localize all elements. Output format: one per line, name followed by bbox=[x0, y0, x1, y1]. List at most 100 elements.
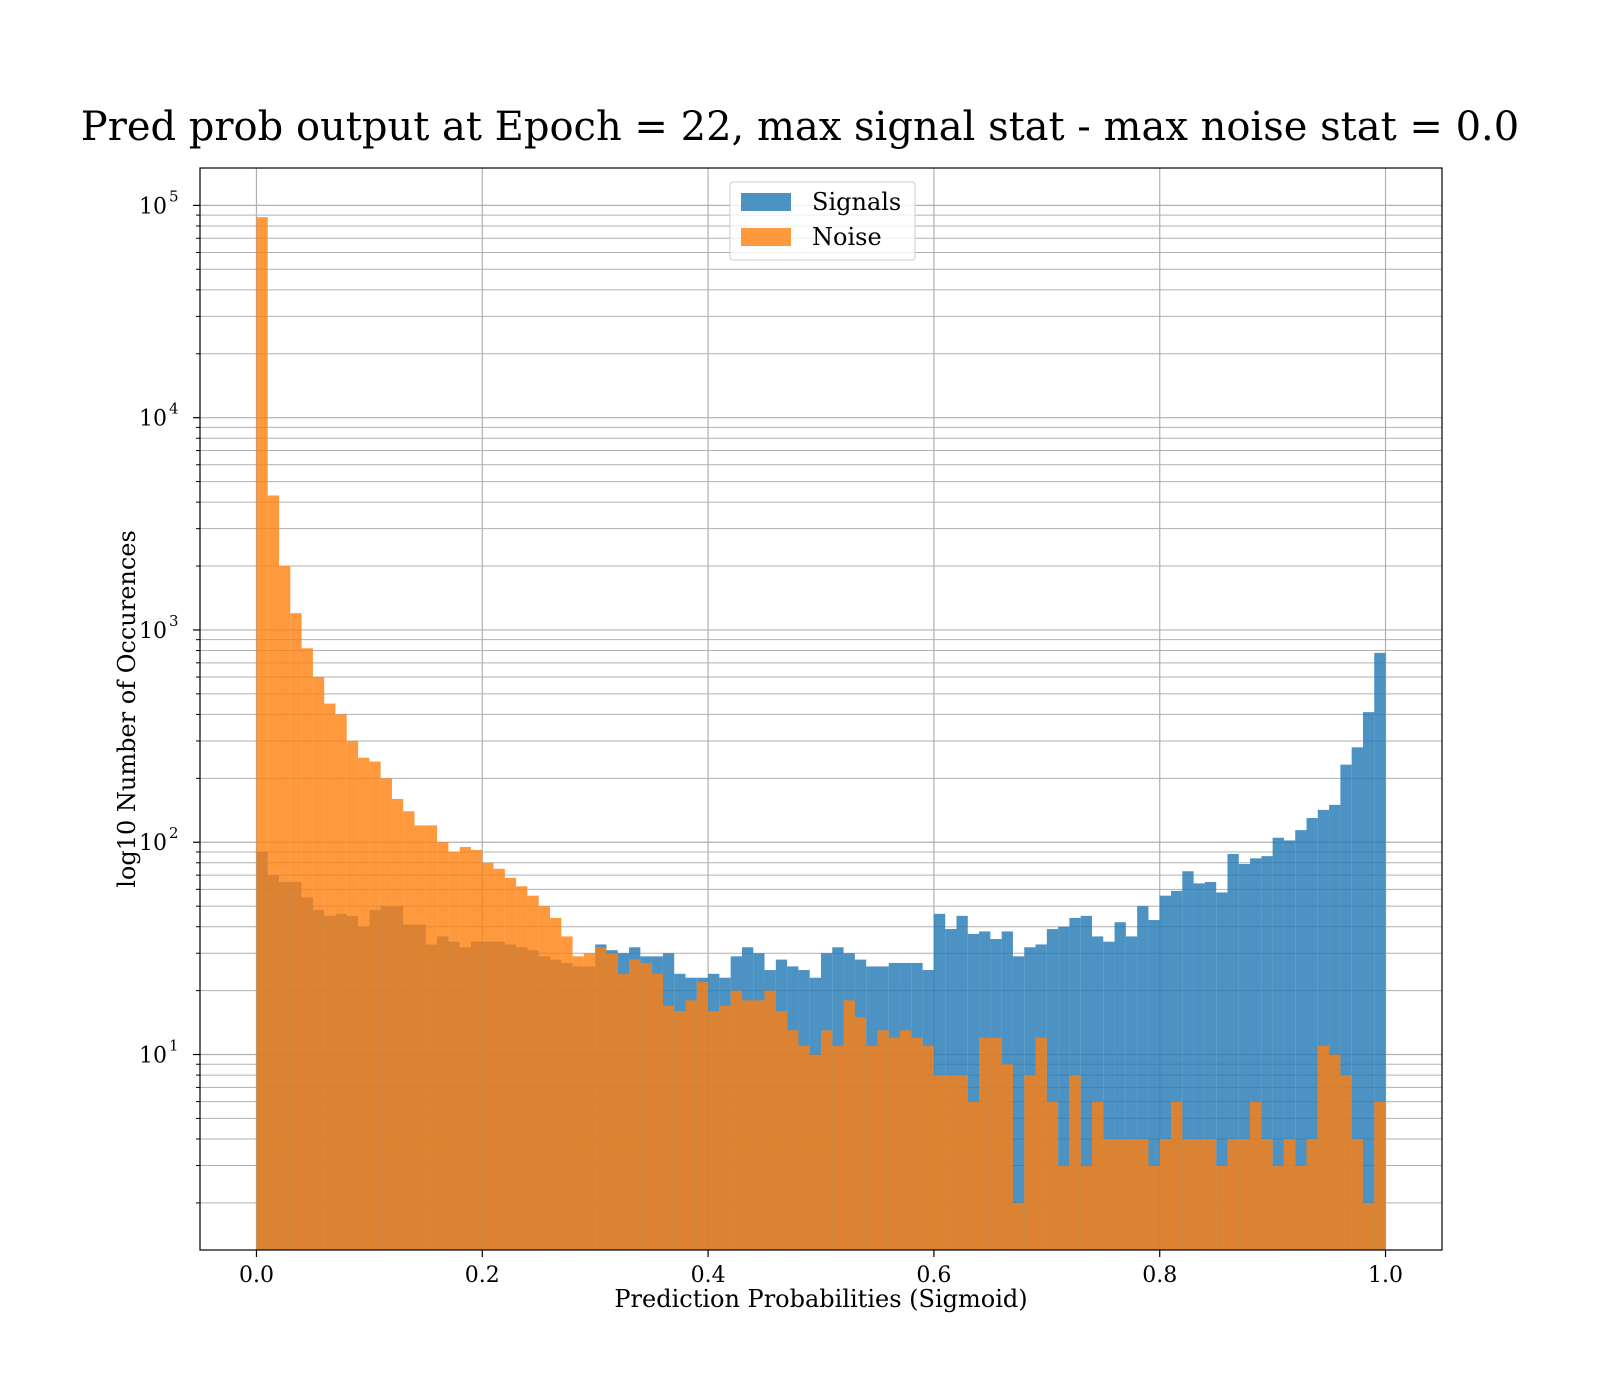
y-tick-label: 10 bbox=[139, 619, 167, 644]
signals-bar bbox=[1171, 890, 1183, 1250]
noise-bar bbox=[527, 895, 539, 1250]
noise-bar bbox=[1351, 1139, 1363, 1250]
legend: Signals Noise bbox=[729, 181, 916, 261]
noise-bar bbox=[403, 811, 415, 1250]
noise-bar bbox=[1069, 1075, 1081, 1250]
noise-bar bbox=[956, 1075, 968, 1250]
signals-bar bbox=[1216, 892, 1228, 1250]
noise-bar bbox=[877, 1030, 889, 1250]
x-tick-label: 1.0 bbox=[1368, 1263, 1403, 1288]
legend-swatch-noise bbox=[741, 228, 791, 246]
noise-bar bbox=[391, 798, 404, 1250]
signals-bar bbox=[1080, 915, 1092, 1250]
noise-bar bbox=[900, 1030, 912, 1250]
noise-bar bbox=[821, 1030, 833, 1250]
noise-bar bbox=[1283, 1139, 1296, 1250]
noise-bar bbox=[459, 846, 471, 1250]
signals-bar bbox=[1103, 941, 1115, 1250]
noise-bar bbox=[945, 1075, 957, 1250]
noise-bar bbox=[854, 1017, 867, 1250]
noise-bar bbox=[1080, 1165, 1092, 1250]
noise-bar bbox=[1340, 1075, 1352, 1250]
y-tick-label: 10 bbox=[139, 831, 167, 856]
signals-bar bbox=[1148, 920, 1160, 1250]
plot-area bbox=[199, 167, 1443, 1251]
x-axis: 0.0 0.2 0.4 0.6 0.8 1.0 bbox=[239, 1250, 1403, 1288]
legend-label-noise: Noise bbox=[812, 223, 882, 251]
x-axis-label: Prediction Probabilities (Sigmoid) bbox=[614, 1285, 1027, 1313]
noise-bar bbox=[346, 740, 359, 1250]
y-tick-label: 10 bbox=[139, 407, 167, 432]
chart-title: Pred prob output at Epoch = 22, max sign… bbox=[81, 104, 1519, 150]
signals-bar bbox=[1046, 929, 1059, 1250]
noise-bar bbox=[290, 613, 302, 1250]
signals-bar bbox=[1272, 837, 1284, 1250]
noise-bar bbox=[764, 990, 776, 1250]
noise-bar bbox=[1171, 1101, 1183, 1250]
signals-bar bbox=[1250, 858, 1262, 1250]
noise-bar bbox=[448, 851, 460, 1250]
signals-bar bbox=[1362, 712, 1375, 1250]
signals-bar bbox=[1329, 804, 1341, 1250]
noise-bar bbox=[606, 953, 618, 1250]
noise-bar bbox=[708, 1011, 720, 1250]
noise-bar bbox=[1148, 1165, 1160, 1250]
noise-bar bbox=[1238, 1139, 1251, 1250]
noise-bar bbox=[1125, 1139, 1138, 1250]
noise-bar bbox=[1362, 1202, 1375, 1250]
noise-bar bbox=[425, 825, 438, 1250]
signals-bar bbox=[1114, 922, 1126, 1250]
x-tick-label: 0.2 bbox=[465, 1263, 500, 1288]
noise-bar bbox=[380, 778, 392, 1250]
noise-bar bbox=[267, 495, 280, 1250]
noise-bar bbox=[1374, 1101, 1386, 1250]
noise-bar bbox=[414, 825, 426, 1250]
noise-bar bbox=[1272, 1165, 1284, 1250]
noise-bar bbox=[1250, 1101, 1262, 1250]
noise-bar bbox=[504, 877, 517, 1250]
signals-bar bbox=[1295, 830, 1307, 1250]
noise-bar bbox=[696, 981, 709, 1250]
noise-bar bbox=[358, 757, 370, 1250]
noise-bar bbox=[1001, 1064, 1013, 1250]
noise-bar bbox=[1204, 1139, 1217, 1250]
signals-bar bbox=[1238, 863, 1251, 1250]
noise-bar bbox=[369, 761, 381, 1250]
noise-bar bbox=[685, 1000, 697, 1250]
y-tick-exponent: 2 bbox=[169, 824, 179, 842]
signals-bar bbox=[1340, 764, 1352, 1250]
signals-bar bbox=[1351, 747, 1363, 1250]
x-tick-label: 0.4 bbox=[691, 1263, 726, 1288]
noise-bar bbox=[1329, 1054, 1341, 1250]
x-tick-label: 0.8 bbox=[1142, 1263, 1177, 1288]
noise-bar bbox=[741, 1000, 754, 1250]
noise-bar bbox=[572, 956, 584, 1250]
noise-bar bbox=[335, 714, 347, 1250]
noise-series bbox=[256, 217, 1386, 1251]
noise-bar bbox=[809, 1054, 821, 1250]
signals-bar bbox=[1261, 856, 1273, 1250]
noise-bar bbox=[753, 1000, 765, 1250]
noise-bar bbox=[662, 1005, 675, 1250]
signals-bar bbox=[1159, 895, 1172, 1250]
noise-bar bbox=[1114, 1139, 1126, 1250]
y-tick-exponent: 5 bbox=[169, 187, 179, 205]
noise-bar bbox=[617, 973, 630, 1250]
noise-bar bbox=[1091, 1101, 1104, 1250]
x-tick-label: 0.0 bbox=[239, 1263, 274, 1288]
y-axis-label: log10 Number of Occurences bbox=[113, 530, 141, 888]
noise-bar bbox=[730, 990, 742, 1250]
y-tick-label: 10 bbox=[139, 194, 167, 219]
signals-bar bbox=[1012, 956, 1025, 1250]
legend-label-signals: Signals bbox=[812, 188, 901, 216]
noise-bar bbox=[1159, 1139, 1172, 1250]
noise-bar bbox=[1317, 1045, 1330, 1250]
noise-bar bbox=[1193, 1139, 1205, 1250]
legend-swatch-signals bbox=[741, 193, 791, 211]
signals-bar bbox=[1374, 652, 1386, 1250]
noise-bar bbox=[1216, 1165, 1228, 1250]
noise-bar bbox=[482, 862, 494, 1250]
signals-bar bbox=[1204, 881, 1217, 1250]
